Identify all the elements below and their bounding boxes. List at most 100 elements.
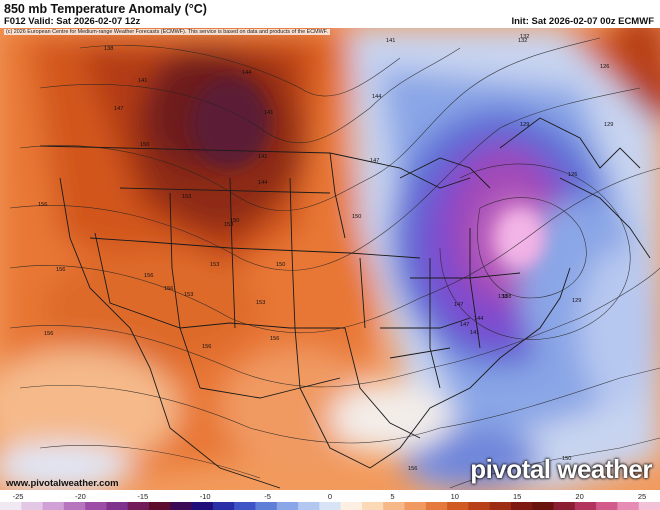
contour-label: 147 [114,106,123,112]
colorbar-swatch [276,502,299,510]
colorbar-swatch [319,502,342,510]
contour-label: 156 [164,286,173,292]
map-title: 850 mb Temperature Anomaly (°C) [4,2,207,16]
colorbar-swatch [361,502,384,510]
canada-east [499,117,641,169]
colorbar: -25 -20 -15 -10 -5 0 5 10 15 20 25 [0,492,660,510]
colorbar-swatch [383,502,406,510]
contour-label: 144 [258,180,267,186]
website-link[interactable]: www.pivotalweather.com [6,478,119,489]
colorbar-swatch [489,502,512,510]
colorbar-tick-label: 10 [451,492,459,501]
contour-label: 153 [182,194,191,200]
contour-label: 141 [470,330,479,336]
coastline [299,267,571,469]
boundaries [39,117,651,489]
colorbar-tick-label: 5 [390,492,394,501]
contour-label: 153 [224,222,233,228]
colorbar-swatch [553,502,576,510]
colorbar-swatch [191,502,214,510]
colorbar-swatch [468,502,491,510]
colorbar-swatch [298,502,320,510]
contour-label: 141 [386,38,395,44]
contour-label: 147 [370,158,379,164]
contour-label: 138 [502,294,511,300]
colorbar-swatch [574,502,597,510]
colorbar-swatch [617,502,640,510]
colorbar-swatch [510,502,533,510]
height-contours [9,37,660,489]
mexico-border [129,327,281,489]
colorbar-tick-label: 15 [513,492,521,501]
colorbar-swatch [596,502,618,510]
contour-label: 156 [56,267,65,273]
colorbar-swatch [63,502,86,510]
colorbar-swatch [0,502,22,510]
colorbar-tick-label: -15 [137,492,148,501]
contour-label: 129 [572,298,581,304]
colorbar-labels: -25 -20 -15 -10 -5 0 5 10 15 20 25 [13,492,647,501]
contour-label: 156 [270,336,279,342]
colorbar-swatch [425,502,448,510]
colorbar-swatch [255,502,278,510]
colorbar-swatches [0,502,660,510]
colorbar-tick-label: 25 [638,492,646,501]
contour-label: 132 [520,34,529,40]
contour-label: 141 [138,78,147,84]
colorbar-swatch [170,502,193,510]
init-time: Init: Sat 2026-02-07 00z ECMWF [511,16,654,27]
anomaly-map: 138 141 144 147 150 153 156 132 129 126 … [0,28,660,490]
contour-label: 141 [264,110,273,116]
contour-label: 144 [474,316,483,322]
contour-label: 153 [184,292,193,298]
contour-label: 126 [600,64,609,70]
colorbar-swatch [340,502,363,510]
contour-label: 156 [38,202,47,208]
colorbar-tick-label: 20 [575,492,583,501]
colorbar-swatch [212,502,235,510]
contour-label: 156 [44,331,53,337]
colorbar-swatch [106,502,129,510]
valid-time: F012 Valid: Sat 2026-02-07 12z [4,16,141,27]
contour-label: 147 [454,302,463,308]
contour-label: 144 [372,94,381,100]
us-canada-border [39,145,471,189]
contour-label: 156 [408,466,417,472]
contour-label: 129 [604,122,613,128]
anomaly-core [190,78,545,268]
colorbar-swatch [234,502,256,510]
contour-label: 150 [276,262,285,268]
colorbar-swatch [532,502,555,510]
contour-label: 156 [202,344,211,350]
copyright-notice: (c) 2026 European Centre for Medium-rang… [4,29,330,35]
contour-label: 156 [144,273,153,279]
contour-label: 138 [498,294,507,300]
contour-label: 138 [104,46,113,52]
colorbar-tick-label: 0 [328,492,332,501]
colorbar-tick-label: -20 [75,492,86,501]
colorbar-tick-label: -5 [264,492,271,501]
colorbar-swatch [42,502,65,510]
contour-label: 126 [568,172,577,178]
contour-label: 150 [352,214,361,220]
colorbar-swatch [21,502,44,510]
contour-labels: 138 141 144 147 150 153 156 132 129 126 … [38,34,613,472]
contour-label: 153 [210,262,219,268]
contour-label: 132 [518,38,527,44]
colorbar-swatch [149,502,171,510]
contour-label: 141 [258,154,267,160]
map-canvas: 138 141 144 147 150 153 156 132 129 126 … [0,28,660,490]
contour-label: 144 [242,70,251,76]
colorbar-swatch [404,502,427,510]
contour-label: 150 [562,456,571,462]
contour-label: 153 [256,300,265,306]
contour-label: 150 [140,142,149,148]
colorbar-swatch [127,502,150,510]
colorbar-swatch [447,502,469,510]
brand-logo: pivotal weather [470,454,652,484]
colorbar-tick-label: -10 [200,492,211,501]
anomaly-field [0,28,660,490]
colorbar-swatch [638,502,660,510]
contour-label: 147 [460,322,469,328]
